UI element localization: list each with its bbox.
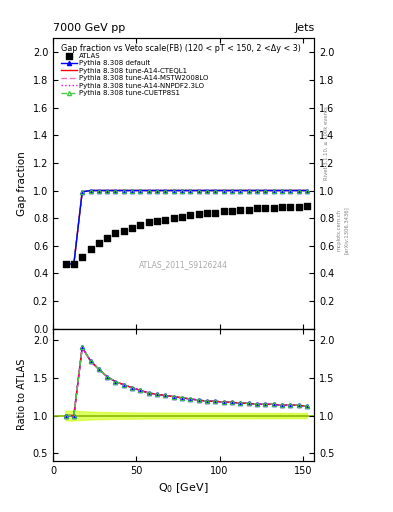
Text: Gap fraction vs Veto scale(FB) (120 < pT < 150, 2 <Δy < 3): Gap fraction vs Veto scale(FB) (120 < pT…: [61, 44, 301, 53]
Point: [246, 206, 252, 214]
Point: [220, 207, 227, 216]
Point: [154, 217, 160, 225]
Y-axis label: Gap fraction: Gap fraction: [17, 151, 27, 216]
Point: [79, 253, 85, 261]
Text: 7000 GeV pp: 7000 GeV pp: [53, 23, 125, 33]
Point: [179, 212, 185, 221]
Point: [162, 216, 169, 224]
Point: [196, 210, 202, 218]
Text: Jets: Jets: [294, 23, 314, 33]
Point: [171, 214, 177, 222]
Point: [287, 203, 294, 211]
Point: [262, 204, 268, 212]
Point: [304, 202, 310, 210]
Point: [237, 206, 244, 214]
Point: [229, 207, 235, 216]
Point: [204, 208, 210, 217]
Point: [187, 211, 193, 220]
Point: [254, 204, 260, 212]
Point: [212, 208, 219, 217]
X-axis label: Q$_0$ [GeV]: Q$_0$ [GeV]: [158, 481, 209, 495]
Point: [279, 203, 285, 211]
Point: [146, 218, 152, 226]
Text: [arXiv:1306.3436]: [arXiv:1306.3436]: [344, 206, 349, 254]
Point: [129, 224, 135, 232]
Text: mcplots.cern.ch: mcplots.cern.ch: [336, 209, 341, 251]
Point: [62, 260, 69, 268]
Point: [71, 260, 77, 268]
Point: [137, 221, 143, 229]
Point: [87, 245, 94, 253]
Point: [95, 239, 102, 247]
Y-axis label: Ratio to ATLAS: Ratio to ATLAS: [17, 359, 27, 431]
Point: [296, 203, 302, 211]
Legend: ATLAS, Pythia 8.308 default, Pythia 8.308 tune-A14-CTEQL1, Pythia 8.308 tune-A14: ATLAS, Pythia 8.308 default, Pythia 8.30…: [59, 51, 211, 98]
Point: [121, 226, 127, 234]
Text: Rivet 3.1.10, ≥ 100k events: Rivet 3.1.10, ≥ 100k events: [324, 106, 329, 180]
Point: [104, 233, 110, 242]
Text: ATLAS_2011_S9126244: ATLAS_2011_S9126244: [139, 261, 228, 269]
Point: [112, 229, 119, 238]
Point: [270, 204, 277, 212]
